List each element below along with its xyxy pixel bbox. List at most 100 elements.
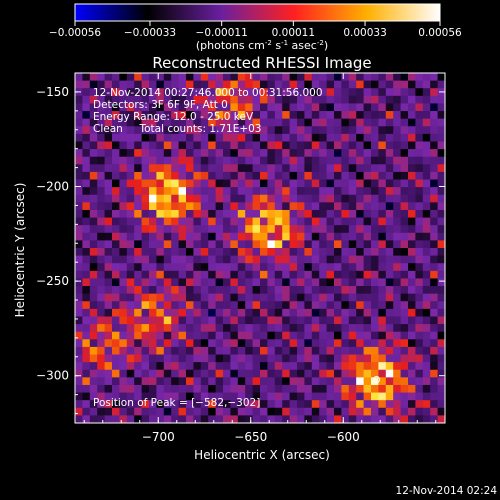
heatmap-cell: [378, 156, 387, 165]
heatmap-cell: [334, 164, 342, 173]
heatmap-cell: [126, 415, 135, 424]
heatmap-cell: [200, 415, 209, 424]
heatmap-cell: [208, 179, 216, 188]
heatmap-cell: [126, 369, 135, 378]
heatmap-cell: [267, 316, 276, 325]
heatmap-cell: [334, 362, 342, 371]
heatmap-cell: [437, 240, 446, 249]
heatmap-cell: [112, 263, 120, 272]
heatmap-cell: [97, 308, 105, 317]
heatmap-cell: [437, 392, 446, 401]
heatmap-cell: [348, 141, 357, 150]
heatmap-cell: [215, 354, 224, 363]
heatmap-cell: [252, 179, 261, 188]
heatmap-cell: [119, 316, 128, 325]
heatmap-cell: [326, 103, 335, 112]
heatmap-cell: [171, 118, 179, 127]
heatmap-cell: [245, 301, 253, 310]
heatmap-cell: [163, 339, 172, 348]
heatmap-cell: [289, 141, 298, 150]
heatmap-cell: [348, 301, 357, 310]
heatmap-cell: [326, 308, 335, 317]
heatmap-cell: [415, 80, 424, 89]
heatmap-cell: [408, 400, 416, 409]
heatmap-cell: [304, 209, 313, 218]
heatmap-cell: [282, 232, 290, 241]
heatmap-cell: [371, 179, 379, 188]
heatmap-cell: [112, 377, 120, 386]
heatmap-cell: [341, 278, 350, 287]
heatmap-cell: [371, 286, 379, 295]
heatmap-cell: [326, 80, 335, 89]
heatmap-cell: [112, 179, 120, 188]
heatmap-cell: [200, 141, 209, 150]
heatmap-cell: [385, 126, 394, 135]
heatmap-cell: [319, 149, 327, 158]
x-axis-label: Heliocentric X (arcsec): [194, 448, 330, 462]
heatmap-cell: [104, 95, 113, 104]
heatmap-cell: [267, 111, 276, 120]
heatmap-cell: [304, 339, 313, 348]
heatmap-cell: [319, 202, 327, 211]
heatmap-cell: [156, 362, 165, 371]
heatmap-cell: [134, 270, 142, 279]
heatmap-cell: [319, 179, 327, 188]
heatmap-cell: [171, 217, 179, 226]
heatmap-cell: [341, 255, 350, 264]
heatmap-cell: [149, 324, 157, 333]
heatmap-cell: [289, 225, 298, 234]
heatmap-cell: [230, 293, 239, 302]
heatmap-cell: [75, 187, 83, 196]
heatmap-cell: [348, 248, 357, 257]
heatmap-cell: [223, 255, 231, 264]
heatmap-cell: [385, 293, 394, 302]
heatmap-cell: [363, 80, 372, 89]
heatmap-cell: [223, 118, 231, 127]
heatmap-cell: [215, 217, 224, 226]
heatmap-cell: [326, 209, 335, 218]
heatmap-cell: [393, 126, 401, 135]
heatmap-cell: [215, 95, 224, 104]
heatmap-cell: [393, 95, 401, 104]
heatmap-cell: [400, 240, 409, 249]
heatmap-cell: [422, 149, 431, 158]
heatmap-cell: [363, 301, 372, 310]
heatmap-cell: [112, 225, 120, 234]
heatmap-cell: [245, 141, 253, 150]
heatmap-cell: [186, 324, 194, 333]
heatmap-cell: [104, 354, 113, 363]
heatmap-cell: [200, 324, 209, 333]
heatmap-cell: [141, 232, 150, 241]
heatmap-cell: [326, 126, 335, 135]
heatmap-cell: [252, 202, 261, 211]
heatmap-cell: [341, 415, 350, 424]
heatmap-cell: [363, 293, 372, 302]
heatmap-cell: [422, 133, 431, 142]
heatmap-cell: [385, 308, 394, 317]
heatmap-cell: [422, 362, 431, 371]
heatmap-cell: [178, 369, 187, 378]
heatmap-cell: [297, 369, 305, 378]
heatmap-cell: [104, 331, 113, 340]
heatmap-cell: [237, 392, 246, 401]
heatmap-cell: [408, 187, 416, 196]
heatmap-cell: [171, 324, 179, 333]
heatmap-cell: [385, 141, 394, 150]
heatmap-cell: [186, 316, 194, 325]
heatmap-cell: [393, 240, 401, 249]
heatmap-cell: [334, 111, 342, 120]
heatmap-cell: [112, 308, 120, 317]
heatmap-cell: [304, 278, 313, 287]
heatmap-cell: [119, 240, 128, 249]
heatmap-cell: [400, 301, 409, 310]
heatmap-cell: [356, 369, 364, 378]
heatmap-cell: [89, 202, 98, 211]
heatmap-cell: [134, 248, 142, 257]
heatmap-cell: [215, 369, 224, 378]
heatmap-cell: [89, 118, 98, 127]
heatmap-cell: [326, 377, 335, 386]
annotation-time-range: 12-Nov-2014 00:27:46.000 to 00:31:56.000: [93, 87, 323, 99]
heatmap-cell: [297, 103, 305, 112]
heatmap-cell: [260, 133, 268, 142]
heatmap-cell: [422, 126, 431, 135]
